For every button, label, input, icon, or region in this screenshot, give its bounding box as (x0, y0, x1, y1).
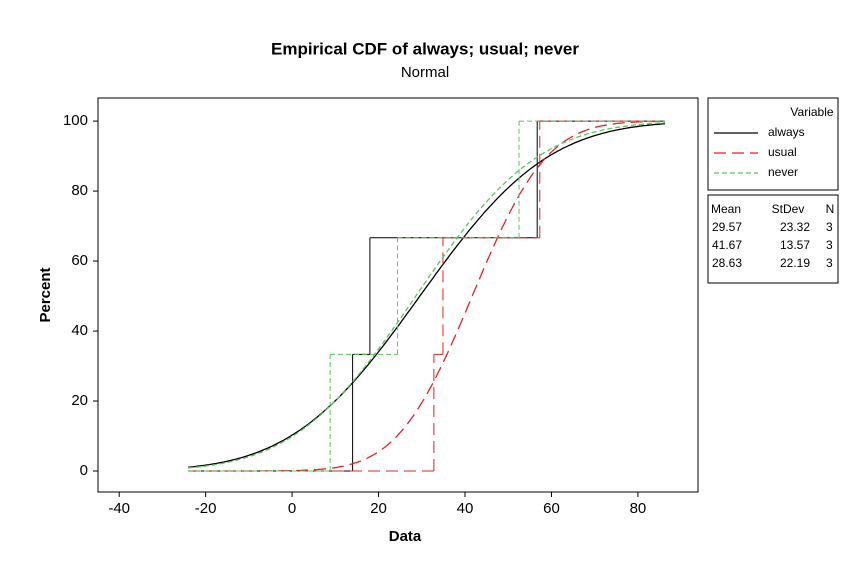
y-tick-label: 60 (71, 252, 88, 269)
legend-label: always (768, 125, 805, 139)
x-tick-label: 40 (457, 500, 474, 517)
y-axis-label: Percent (37, 267, 54, 322)
stats-mean: 29.57 (712, 220, 742, 234)
legend-box (707, 97, 839, 191)
legend-label: never (768, 165, 798, 179)
stats-stdev: 23.32 (780, 220, 810, 234)
chart-title: Empirical CDF of always; usual; never (271, 39, 579, 58)
fitted-cdf (187, 122, 666, 469)
stats-mean: 41.67 (712, 238, 742, 252)
stats-n: 3 (826, 238, 833, 252)
x-axis-label: Data (389, 528, 422, 545)
stats-n: 3 (826, 256, 833, 270)
y-tick-label: 0 (80, 462, 88, 479)
y-tick-label: 80 (71, 182, 88, 199)
x-tick-label: 60 (543, 500, 560, 517)
stats-box (707, 194, 839, 284)
x-tick-label: 80 (630, 500, 647, 517)
y-tick-label: 20 (71, 392, 88, 409)
stats-header: Mean (711, 202, 741, 216)
stats-n: 3 (826, 220, 833, 234)
fitted-cdf (187, 123, 666, 468)
legend-title: Variable (790, 105, 833, 119)
legend-label: usual (768, 145, 797, 159)
y-tick-label: 100 (63, 112, 88, 129)
plot-frame (97, 97, 699, 493)
stats-header: StDev (772, 202, 805, 216)
stats-stdev: 13.57 (780, 238, 810, 252)
y-tick-label: 40 (71, 322, 88, 339)
x-tick-label: 0 (288, 500, 296, 517)
stats-stdev: 22.19 (780, 256, 810, 270)
stats-mean: 28.63 (712, 256, 742, 270)
x-tick-label: -20 (195, 500, 217, 517)
x-tick-label: -40 (108, 500, 130, 517)
x-tick-label: 20 (370, 500, 387, 517)
chart-subtitle: Normal (401, 64, 449, 81)
stats-header: N (826, 202, 835, 216)
